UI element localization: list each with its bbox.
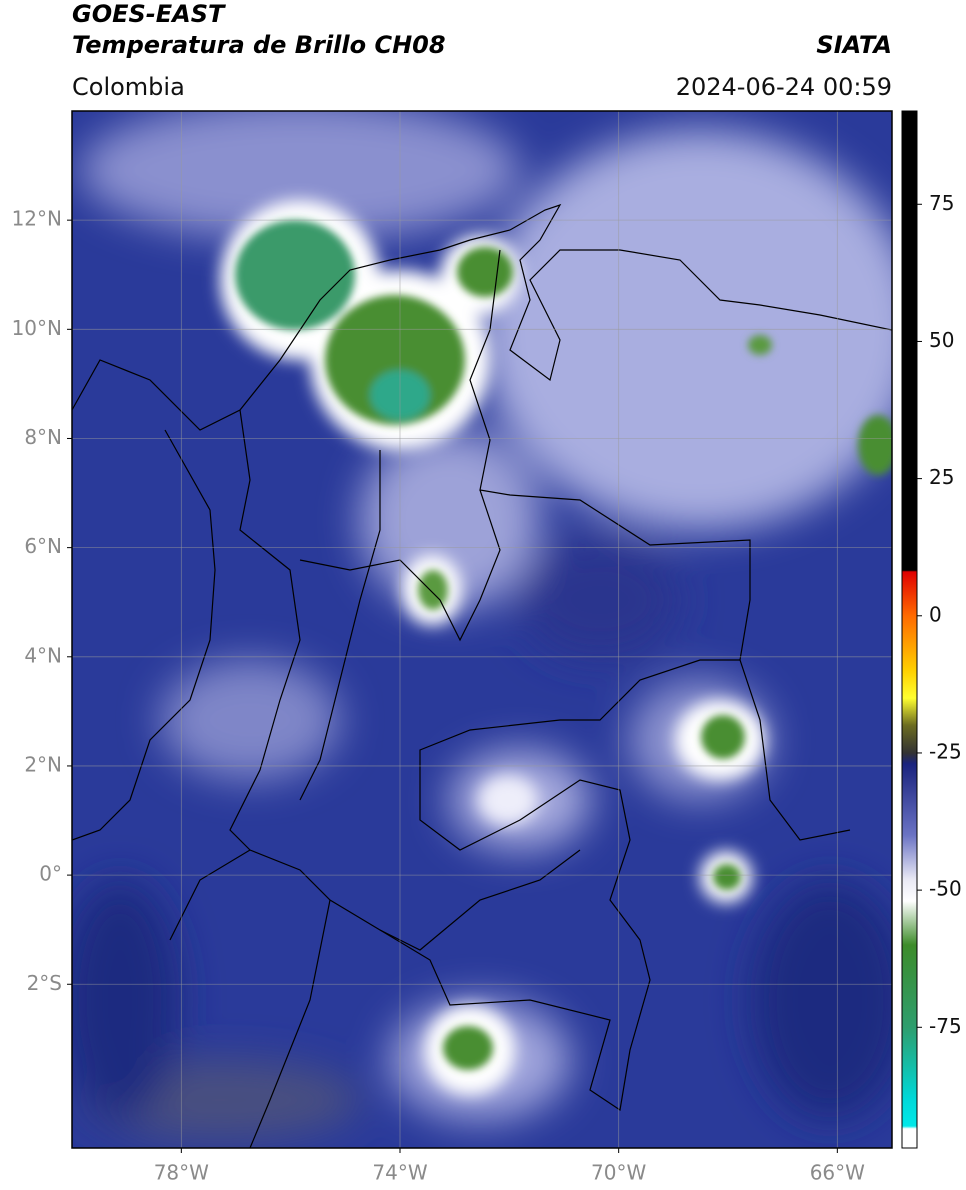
- colorbar-tick-label: 75: [929, 191, 954, 215]
- colorbar: [901, 110, 918, 1149]
- subtitle: Temperatura de Brillo CH08: [72, 31, 446, 59]
- borders: [72, 203, 892, 1148]
- x-tick-label: 74°W: [372, 1161, 427, 1185]
- region: Colombia: [72, 73, 185, 101]
- satellite-image: [72, 111, 892, 1148]
- colorbar-tick-label: -25: [929, 739, 962, 763]
- x-tick-label: 70°W: [591, 1161, 646, 1185]
- y-tick-label: 2°S: [27, 971, 62, 995]
- colorbar-tick-label: -50: [929, 877, 962, 901]
- y-tick-label: 8°N: [24, 425, 62, 449]
- source: SIATA: [816, 31, 892, 59]
- y-tick-label: 10°N: [12, 316, 62, 340]
- x-tick-label: 66°W: [810, 1161, 865, 1185]
- colorbar-tick-label: 0: [929, 602, 942, 626]
- title: GOES-EAST: [72, 0, 226, 28]
- x-tick-label: 78°W: [154, 1161, 209, 1185]
- y-tick-label: 2°N: [24, 752, 62, 776]
- colorbar-tick-label: -75: [929, 1014, 962, 1038]
- colorbar-tick-label: 50: [929, 328, 954, 352]
- y-tick-label: 12°N: [12, 207, 62, 231]
- colorbar-tick-label: 25: [929, 465, 954, 489]
- map-frame: [71, 110, 893, 1149]
- y-tick-label: 6°N: [24, 534, 62, 558]
- y-tick-label: 0°: [39, 862, 62, 886]
- datetime: 2024-06-24 00:59: [676, 73, 892, 101]
- y-tick-label: 4°N: [24, 643, 62, 667]
